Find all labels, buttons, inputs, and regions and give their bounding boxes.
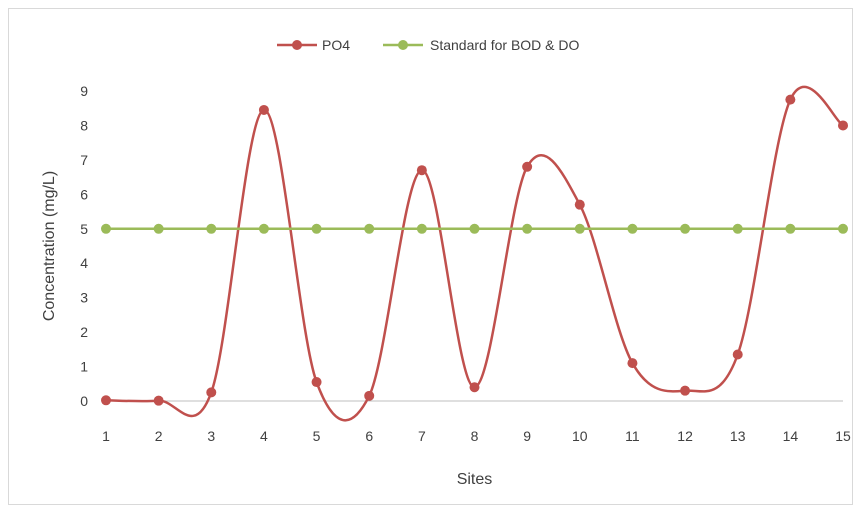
data-point (258, 104, 269, 115)
y-tick-label: 3 (80, 290, 88, 306)
y-tick-label: 0 (80, 393, 88, 409)
y-tick-label: 8 (80, 117, 88, 133)
data-point (732, 349, 743, 360)
x-tick-label: 4 (260, 428, 268, 444)
x-tick-label: 15 (835, 428, 851, 444)
x-tick-label: 3 (207, 428, 215, 444)
y-tick-label: 1 (80, 359, 88, 375)
legend-marker (292, 40, 302, 50)
data-point (206, 223, 217, 234)
x-axis-ticks: 1 2 3 4 5 6 7 8 9 10 11 12 13 14 15 (102, 428, 851, 444)
data-point (101, 395, 111, 406)
data-point (574, 199, 585, 210)
data-point (416, 165, 427, 176)
x-tick-label: 1 (102, 428, 110, 444)
legend-label: PO4 (322, 37, 350, 53)
series-line (105, 85, 844, 422)
x-tick-label: 13 (730, 428, 746, 444)
y-tick-label: 9 (80, 83, 88, 99)
y-axis-title: Concentration (mg/L) (41, 171, 58, 321)
y-tick-label: 2 (80, 324, 88, 340)
data-point (416, 223, 427, 234)
data-point (364, 223, 375, 234)
x-tick-label: 11 (625, 428, 640, 444)
series-0 (101, 85, 848, 422)
x-axis-title: Sites (457, 471, 493, 488)
y-tick-label: 7 (80, 152, 88, 168)
data-point (680, 223, 691, 234)
x-tick-label: 6 (365, 428, 373, 444)
data-point (101, 223, 111, 234)
legend-marker (398, 40, 408, 50)
series-1 (101, 223, 848, 234)
data-point (364, 390, 375, 401)
x-tick-label: 5 (313, 428, 321, 444)
data-point (838, 223, 848, 234)
x-tick-label: 2 (155, 428, 163, 444)
legend-item: Standard for BOD & DO (383, 37, 580, 53)
data-point (680, 385, 691, 396)
data-point (785, 223, 796, 234)
x-tick-label: 9 (523, 428, 531, 444)
x-tick-label: 12 (677, 428, 693, 444)
y-tick-label: 5 (80, 221, 88, 237)
data-point (311, 377, 322, 388)
y-tick-label: 6 (80, 186, 88, 202)
y-tick-label: 4 (80, 255, 88, 271)
data-point (574, 223, 585, 234)
x-tick-label: 7 (418, 428, 426, 444)
data-point (627, 223, 638, 234)
data-point (469, 382, 480, 393)
data-point (838, 120, 848, 131)
x-tick-label: 14 (783, 428, 799, 444)
y-axis-ticks: 0 1 2 3 4 5 6 7 8 9 (80, 83, 88, 409)
data-point (153, 395, 164, 406)
legend-item: PO4 (277, 37, 350, 53)
chart-area (8, 8, 853, 505)
x-tick-label: 10 (572, 428, 588, 444)
data-point (522, 161, 533, 172)
data-point (732, 223, 743, 234)
data-point (311, 223, 322, 234)
data-point (785, 94, 796, 105)
data-point (206, 387, 217, 398)
data-point (522, 223, 533, 234)
data-point (469, 223, 480, 234)
data-point (153, 223, 164, 234)
legend: PO4 Standard for BOD & DO (277, 37, 580, 53)
data-point (627, 358, 638, 369)
series-layer (101, 85, 848, 422)
legend-label: Standard for BOD & DO (430, 37, 580, 53)
data-point (258, 223, 269, 234)
x-tick-label: 8 (471, 428, 479, 444)
